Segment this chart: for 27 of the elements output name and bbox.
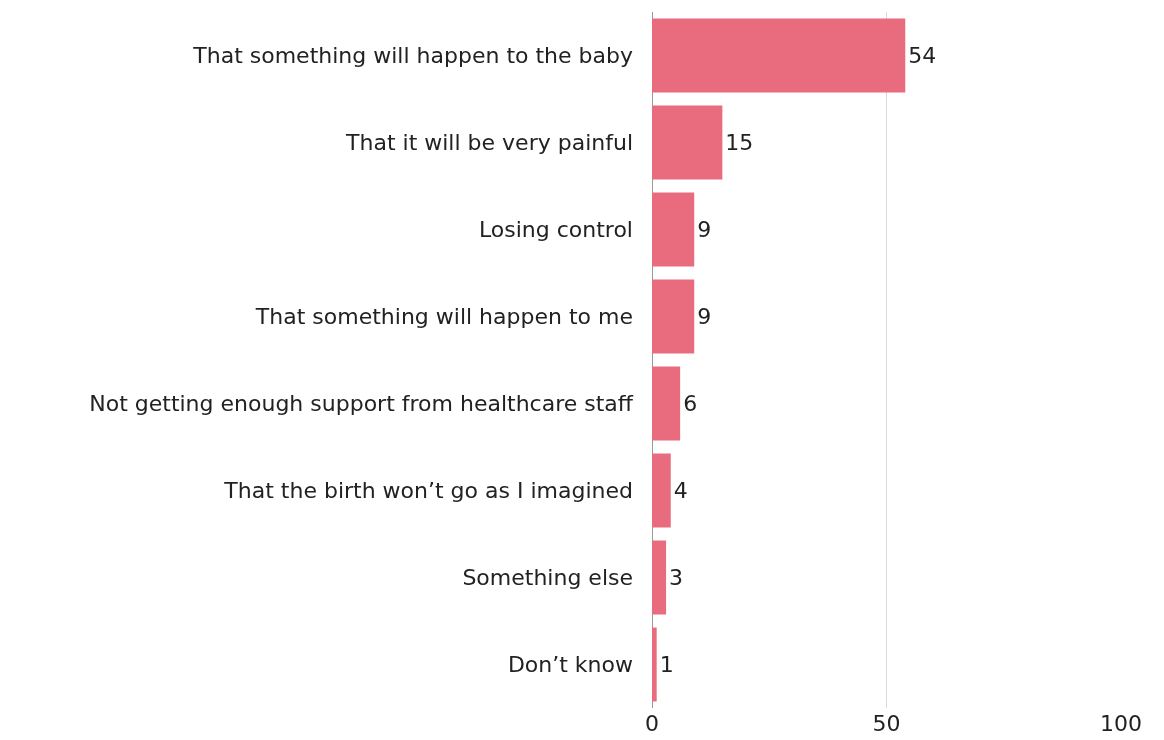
y-tick-label: Something else (462, 565, 633, 591)
y-tick-label: That something will happen to me (254, 304, 633, 330)
y-tick-label: Losing control (478, 217, 633, 243)
data-label: 3 (669, 565, 684, 591)
bar (652, 540, 667, 615)
bar (652, 192, 695, 267)
y-tick-label: Not getting enough support from healthcare staff (89, 391, 634, 417)
bar (652, 453, 671, 528)
x-tick-label: 50 (872, 711, 901, 736)
data-label: 9 (697, 217, 712, 243)
y-tick-label: That something will happen to the baby (192, 43, 633, 69)
data-label: 4 (673, 478, 688, 503)
bar (652, 366, 681, 441)
y-tick-label: That it will be very painful (345, 130, 633, 156)
bar (652, 627, 657, 702)
x-tick-label: 100 (1100, 711, 1142, 736)
data-label: 9 (697, 304, 712, 329)
y-tick-label: That the birth won’t go as I imagined (223, 478, 633, 504)
x-tick-label: 0 (645, 711, 659, 736)
data-label: 15 (725, 130, 754, 155)
bar (652, 279, 695, 354)
data-label: 54 (908, 42, 937, 68)
bar (652, 18, 906, 93)
y-tick-label: Don’t know (507, 652, 634, 678)
data-label: 1 (659, 652, 674, 678)
data-label: 6 (683, 391, 698, 417)
bar (652, 105, 723, 180)
